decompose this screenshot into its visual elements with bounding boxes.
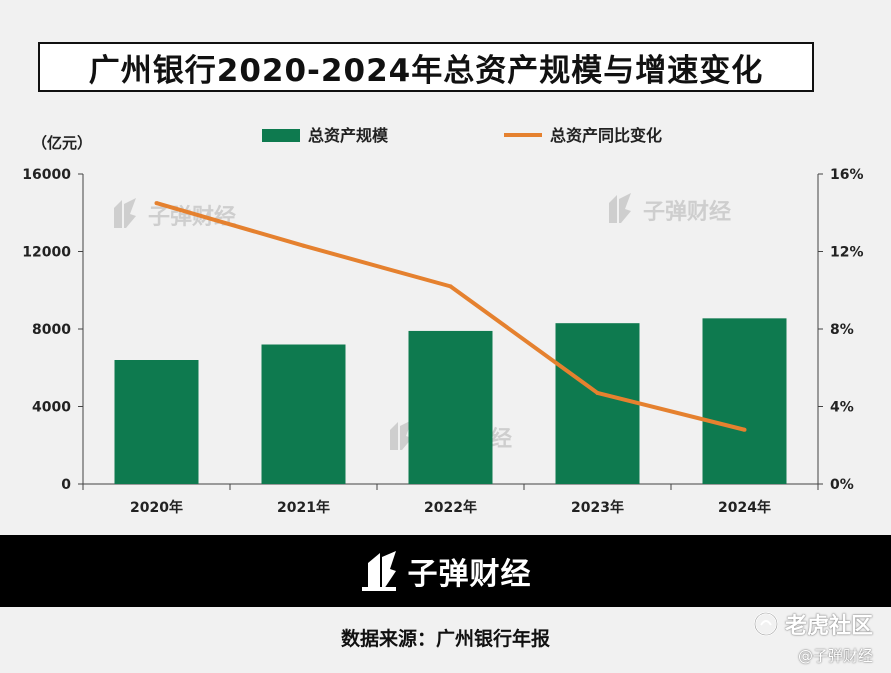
y-left-tick-label: 16000 (22, 167, 71, 183)
legend-bar-label: 总资产规模 (308, 126, 389, 145)
legend-bar-swatch (262, 129, 300, 142)
x-tick-label: 2022年 (424, 499, 477, 516)
watermark-logo-icon (114, 198, 136, 228)
bar-2021 (261, 344, 346, 484)
growth-point (595, 390, 600, 395)
bullet-logo-icon (361, 551, 396, 591)
x-tick-label: 2024年 (718, 499, 771, 516)
tiger-logo-icon (753, 612, 778, 636)
growth-point (301, 243, 306, 248)
chart-title: 广州银行2020-2024年总资产规模与增速变化 (88, 52, 764, 89)
chart-svg: 子弹财经子弹财经子弹财经 （亿元）04000800012000160000%4%… (22, 126, 863, 516)
axes: （亿元） 0 4000 8000 12000 16000 0% 4% 8% 12% 16% 2020年… (22, 134, 863, 516)
x-tick-label: 2023年 (571, 499, 624, 516)
bar-2024 (702, 318, 787, 484)
footer-bar: 子弹财经 (0, 535, 891, 607)
bar-2023 (555, 323, 640, 484)
y-right-tick-label: 16% (830, 167, 864, 183)
growth-line (154, 201, 747, 432)
y-right-tick-label: 0% (830, 477, 854, 493)
bars (114, 318, 787, 484)
footer-logo: 子弹财经 (360, 549, 532, 593)
watermark-logo-icon (390, 420, 412, 450)
bar-2020 (114, 360, 199, 484)
growth-point (154, 201, 159, 206)
y-right-tick-label: 4% (830, 400, 854, 416)
y-left-tick-label: 8000 (32, 322, 71, 338)
watermark-logo-icon (609, 193, 631, 223)
footer-brand: 子弹财经 (407, 557, 532, 592)
platform-watermark: 老虎社区 (753, 608, 873, 640)
platform-name: 老虎社区 (784, 614, 873, 639)
y-left-tick-label: 4000 (32, 400, 71, 416)
y-right-tick-label: 8% (830, 322, 854, 338)
watermark: 子弹财经 (114, 198, 236, 230)
y-left-tick-label: 0 (61, 477, 71, 493)
x-tick-label: 2021年 (277, 499, 330, 516)
y-left-tick-label: 12000 (22, 245, 71, 261)
y-right-tick-label: 12% (830, 245, 864, 261)
x-tick-label: 2020年 (130, 499, 183, 516)
y-axis-unit: （亿元） (32, 134, 92, 152)
chart-title-box: 广州银行2020-2024年总资产规模与增速变化 (38, 42, 814, 92)
growth-point (742, 427, 747, 432)
watermark: 子弹财经 (609, 193, 731, 225)
watermark-text: 子弹财经 (148, 204, 236, 230)
legend: 总资产规模 总资产同比变化 (262, 126, 662, 145)
bar-2022 (408, 330, 493, 484)
growth-point (448, 284, 453, 289)
data-source: 数据来源：广州银行年报 (340, 628, 550, 650)
legend-line-label: 总资产同比变化 (550, 126, 662, 145)
platform-account: @子弹财经 (797, 647, 873, 665)
watermark-text: 子弹财经 (643, 199, 731, 225)
